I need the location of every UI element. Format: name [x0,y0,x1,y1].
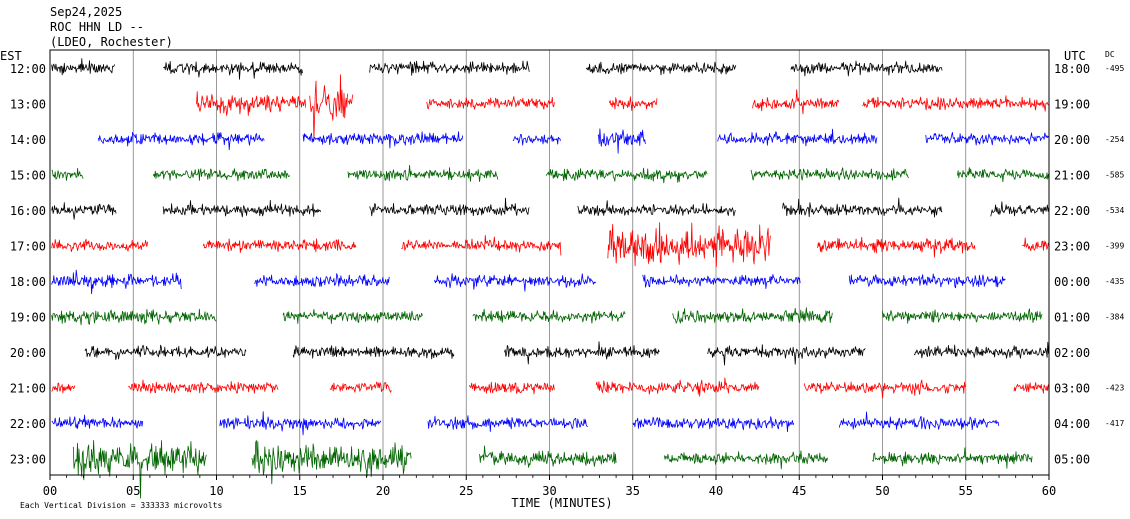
x-tick-label: 15 [293,484,307,498]
trace-22:00 [51,411,1000,436]
est-label: 20:00 [10,346,46,360]
x-axis: 00 05 10 15 20 25 30 35 40 45 50 55 60 [43,475,1056,498]
est-label: 23:00 [10,453,46,467]
utc-label: 18:00 [1054,62,1090,76]
utc-label: 20:00 [1054,133,1090,147]
x-tick-label: 55 [959,484,973,498]
utc-label: 00:00 [1054,275,1090,289]
dc-offset: -254 [1105,135,1124,144]
est-label: 22:00 [10,417,46,431]
utc-label: 23:00 [1054,240,1090,254]
x-tick-label: 40 [709,484,723,498]
est-label: 19:00 [10,311,46,325]
utc-label: 02:00 [1054,346,1090,360]
utc-label: 03:00 [1054,382,1090,396]
dc-offset: -417 [1105,419,1124,428]
trace-19:00 [51,307,1043,326]
est-label: 18:00 [10,275,46,289]
dc-offset: -534 [1105,206,1124,215]
dc-column-title: DC [1105,50,1115,59]
trace-17:00 [51,222,1050,268]
chart-title-line-3: (LDEO, Rochester) [50,35,173,49]
chart-title-line-2: ROC HHN LD -- [50,20,144,34]
dc-offset: -585 [1105,171,1124,180]
utc-label: 01:00 [1054,311,1090,325]
x-tick-label: 45 [792,484,806,498]
dc-offset: -384 [1105,313,1124,322]
utc-label: 19:00 [1054,98,1090,112]
trace-15:00 [51,164,1049,184]
dc-offset: -399 [1105,242,1124,251]
dc-offset: -495 [1105,64,1124,73]
utc-label: 22:00 [1054,204,1090,218]
trace-12:00 [51,58,943,80]
utc-label: 04:00 [1054,417,1090,431]
est-label: 17:00 [10,240,46,254]
trace-23:00 [72,440,1033,499]
trace-20:00 [84,341,1049,366]
utc-label: 05:00 [1054,453,1090,467]
est-label: 12:00 [10,62,46,76]
x-tick-label: 30 [542,484,556,498]
x-tick-label: 50 [875,484,889,498]
est-label: 16:00 [10,204,46,218]
est-label: 13:00 [10,98,46,112]
trace-21:00 [51,377,1049,399]
x-tick-label: 25 [459,484,473,498]
x-tick-label: 05 [126,484,140,498]
x-tick-label: 60 [1042,484,1056,498]
x-tick-label: 00 [43,484,57,498]
row-labels: 12:00 18:00 -495 13:00 19:00 14:00 20:00 -254 15… [10,62,1125,467]
minute-gridlines [132,50,967,475]
right-axis-title: UTC [1064,49,1086,63]
trace-16:00 [51,197,1050,220]
x-tick-label: 20 [376,484,390,498]
left-axis-title: EST [0,49,22,63]
x-axis-label: TIME (MINUTES) [511,496,612,510]
seismic-traces [51,58,1050,499]
chart-title-line-1: Sep24,2025 [50,5,122,19]
dc-offset: -435 [1105,277,1124,286]
x-tick-label: 10 [209,484,223,498]
trace-13:00 [196,74,1049,140]
trace-18:00 [51,269,1006,295]
dc-offset: -423 [1105,384,1124,393]
est-label: 15:00 [10,169,46,183]
est-label: 14:00 [10,133,46,147]
footer-note: Each Vertical Division = 333333 microvol… [20,501,222,510]
trace-14:00 [97,128,1050,154]
est-label: 21:00 [10,382,46,396]
x-tick-label: 35 [626,484,640,498]
utc-label: 21:00 [1054,169,1090,183]
